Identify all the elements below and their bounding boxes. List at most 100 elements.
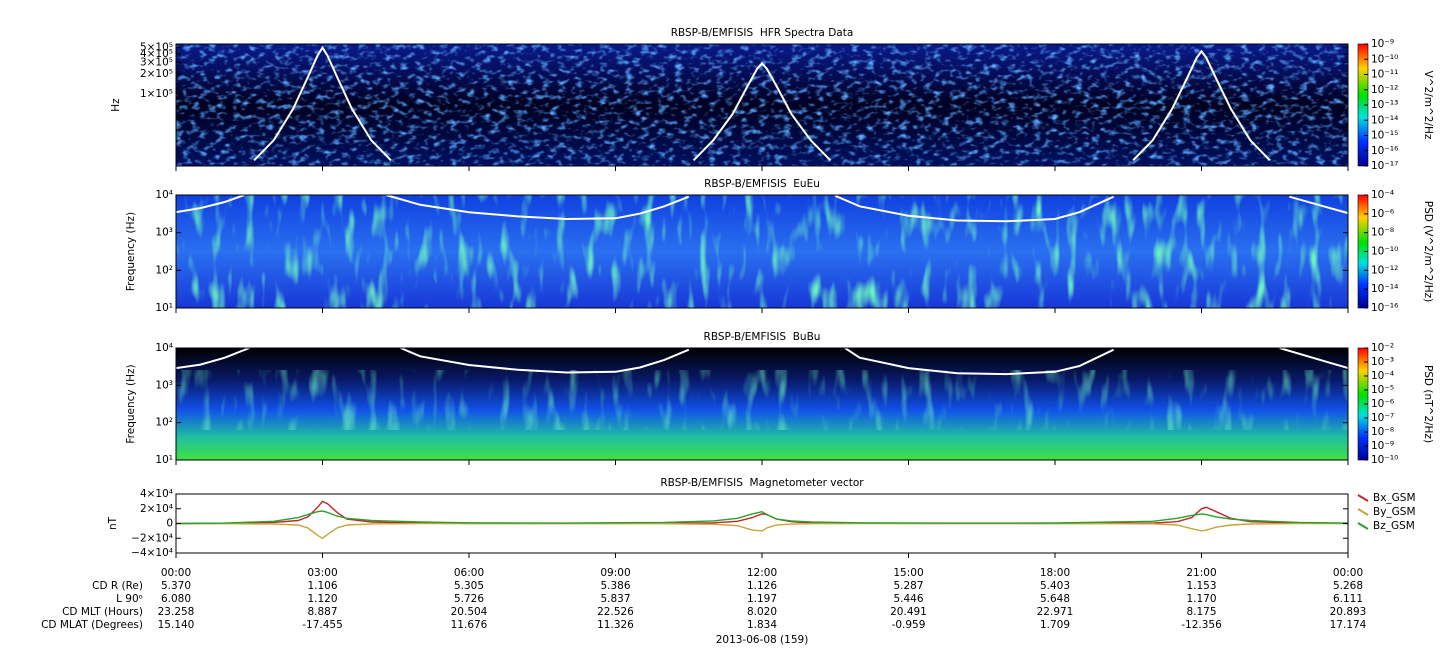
colorbar-tick-label: 10⁻⁶: [1371, 208, 1394, 220]
ephemeris-value: -0.959: [892, 619, 926, 631]
colorbar-tick-label: 10⁻⁸: [1371, 227, 1394, 239]
y-tick-label: 10¹: [155, 454, 173, 466]
ephemeris-value: 5.403: [1040, 580, 1070, 592]
y-axis-label: Frequency (Hz): [125, 364, 137, 443]
ephemeris-value: 11.326: [597, 619, 634, 631]
colorbar-tick-label: 10⁻⁷: [1371, 412, 1394, 424]
x-tick-label: 00:00: [161, 567, 191, 579]
colorbar-tick-label: 10⁻¹⁵: [1371, 130, 1398, 142]
legend-swatch: [1357, 508, 1369, 516]
panel-title: RBSP-B/EMFISIS BuBu: [704, 331, 821, 343]
x-tick-label: 09:00: [600, 567, 630, 579]
x-tick-label: 15:00: [893, 567, 923, 579]
ephemeris-value: 20.504: [451, 606, 488, 618]
series-line: [176, 510, 1348, 525]
ephemeris-label: CD MLAT (Degrees): [41, 619, 143, 631]
ephemeris-value: 22.971: [1037, 606, 1074, 618]
ephemeris-value: 20.893: [1330, 606, 1367, 618]
ephemeris-value: 1.153: [1186, 580, 1216, 592]
x-tick-label: 21:00: [1186, 567, 1216, 579]
y-tick-label: 10²: [155, 417, 173, 429]
series-line: [176, 348, 1348, 376]
y-tick-label: 0: [166, 518, 173, 530]
colorbar-label: PSD (nT^2/Hz): [1422, 365, 1434, 443]
colorbar-tick-label: 10⁻¹⁴: [1371, 283, 1398, 295]
legend-label: Bz_GSM: [1373, 520, 1415, 532]
ephemeris-value: 8.175: [1186, 606, 1216, 618]
ephemeris-value: 1.834: [747, 619, 777, 631]
series-line: [176, 522, 1348, 540]
colorbar-label: V^2/m^2/Hz: [1422, 71, 1434, 140]
y-tick-label: 10²: [155, 264, 173, 276]
ephemeris-value: 6.111: [1333, 593, 1363, 605]
colorbar-tick-label: 10⁻²: [1371, 342, 1394, 354]
ephemeris-value: 1.120: [307, 593, 337, 605]
y-tick-label: 3×10⁵: [140, 56, 173, 68]
ephemeris-value: 15.140: [158, 619, 195, 631]
y-tick-label: −4×10⁴: [131, 547, 173, 559]
ephemeris-value: 17.174: [1330, 619, 1367, 631]
ephemeris-value: 1.106: [307, 580, 337, 592]
series-line: [176, 195, 1348, 223]
y-tick-label: 2×10⁵: [140, 68, 173, 80]
ephemeris-value: 5.837: [600, 593, 630, 605]
ephemeris-label: L 90ᵒ: [116, 593, 143, 605]
colorbar-tick-label: 10⁻⁹: [1371, 38, 1394, 50]
ephemeris-value: 1.126: [747, 580, 777, 592]
ephemeris-label: CD MLT (Hours): [62, 606, 143, 618]
ephemeris-label: CD R (Re): [92, 580, 143, 592]
ephemeris-value: 5.305: [454, 580, 484, 592]
colorbar-tick-label: 10⁻³: [1371, 356, 1394, 368]
ephemeris-value: 5.370: [161, 580, 191, 592]
legend-swatch: [1357, 494, 1369, 502]
ephemeris-value: -12.356: [1181, 619, 1222, 631]
ephemeris-value: 6.080: [161, 593, 191, 605]
y-axis-label: Hz: [110, 98, 122, 112]
ephemeris-value: 22.526: [597, 606, 634, 618]
x-tick-label: 00:00: [1333, 567, 1363, 579]
spectrogram-backgrounds: [176, 44, 1348, 460]
colorbar-tick-label: 10⁻¹⁷: [1371, 160, 1398, 172]
ephemeris-value: 1.170: [1186, 593, 1216, 605]
colorbar-tick-label: 10⁻⁹: [1371, 440, 1394, 452]
ephemeris-value: 1.709: [1040, 619, 1070, 631]
ephemeris-value: 8.020: [747, 606, 777, 618]
colorbar-tick-label: 10⁻¹²: [1371, 84, 1398, 96]
colorbar-tick-label: 10⁻⁴: [1371, 189, 1394, 201]
panel-title: RBSP-B/EMFISIS Magnetometer vector: [660, 477, 864, 489]
colorbar-tick-label: 10⁻¹⁶: [1371, 145, 1398, 157]
colorbar-tick-label: 10⁻⁸: [1371, 426, 1394, 438]
y-tick-label: 10³: [155, 227, 173, 239]
y-tick-label: 4×10⁵: [140, 48, 173, 60]
y-tick-label: 10³: [155, 379, 173, 391]
colorbar-tick-label: 10⁻⁵: [1371, 384, 1394, 396]
ephemeris-value: 20.491: [890, 606, 927, 618]
colorbar-tick-label: 10⁻¹⁰: [1371, 246, 1398, 258]
colorbar-tick-label: 10⁻¹⁶: [1371, 302, 1398, 314]
y-tick-label: 2×10⁴: [140, 503, 173, 515]
y-tick-label: 5×10⁵: [140, 42, 173, 54]
legend-label: By_GSM: [1373, 506, 1416, 518]
colorbar-tick-label: 10⁻⁶: [1371, 398, 1394, 410]
y-axis-label: Frequency (Hz): [125, 212, 137, 291]
x-tick-label: 03:00: [307, 567, 337, 579]
series-line: [176, 500, 1348, 525]
ephemeris-value: 5.726: [454, 593, 484, 605]
y-tick-label: 1×10⁵: [140, 88, 173, 100]
ephemeris-value: 5.446: [893, 593, 923, 605]
y-tick-label: 10⁴: [155, 189, 173, 201]
colorbar-tick-label: 10⁻¹¹: [1371, 69, 1398, 81]
series-line: [253, 45, 1271, 161]
y-tick-label: 10¹: [155, 302, 173, 314]
x-tick-label: 18:00: [1040, 567, 1070, 579]
ephemeris-value: 5.386: [600, 580, 630, 592]
legend-swatch: [1357, 522, 1369, 530]
ephemeris-value: 5.268: [1333, 580, 1363, 592]
ephemeris-value: 11.676: [451, 619, 488, 631]
date-label: 2013-06-08 (159): [716, 634, 809, 646]
spectrogram-texture: [176, 370, 1348, 430]
panel-title: RBSP-B/EMFISIS HFR Spectra Data: [671, 27, 854, 39]
ephemeris-value: 23.258: [158, 606, 195, 618]
ephemeris-value: 5.648: [1040, 593, 1070, 605]
